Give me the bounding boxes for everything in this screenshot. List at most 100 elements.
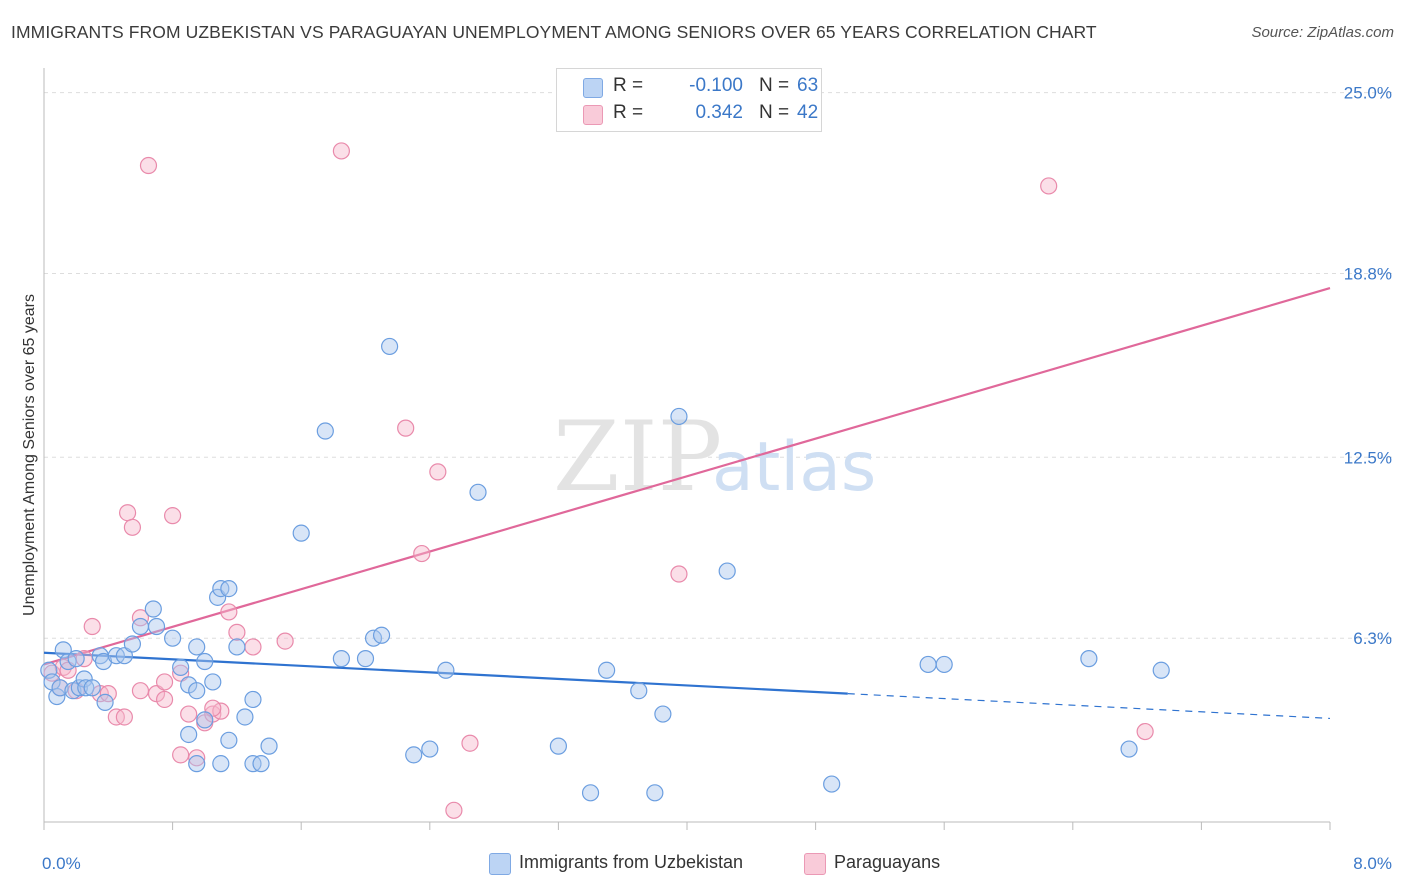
point-uzbekistan — [209, 588, 227, 606]
watermark-atlas: atlas — [712, 428, 876, 507]
gridlines — [44, 92, 1392, 639]
point-paraguayan — [204, 699, 222, 717]
point-paraguayan — [1040, 177, 1058, 195]
point-paraguayan — [131, 682, 150, 700]
point-paraguayan — [99, 685, 117, 703]
point-uzbekistan — [549, 737, 568, 755]
y-tick-label: 6.3% — [1353, 629, 1392, 648]
point-paraguayan — [413, 544, 431, 563]
point-uzbekistan — [147, 617, 166, 636]
point-paraguayan — [244, 638, 262, 656]
chart-title: IMMIGRANTS FROM UZBEKISTAN VS PARAGUAYAN… — [11, 22, 1097, 42]
point-uzbekistan — [48, 687, 66, 706]
trend-line-paraguayans — [43, 287, 1331, 666]
point-uzbekistan — [1120, 740, 1138, 758]
point-uzbekistan — [630, 682, 648, 700]
legend-r-label: R = — [613, 102, 644, 123]
point-uzbekistan — [332, 650, 350, 668]
point-uzbekistan — [919, 655, 937, 674]
point-uzbekistan — [77, 679, 95, 697]
point-paraguayan — [83, 617, 101, 636]
watermark: ZIP atlas — [553, 401, 876, 513]
point-paraguayan — [332, 142, 350, 160]
point-uzbekistan — [421, 740, 439, 758]
point-uzbekistan — [654, 705, 672, 723]
point-uzbekistan — [131, 617, 150, 636]
point-paraguayan — [180, 705, 198, 723]
point-uzbekistan — [236, 708, 254, 726]
source-label: Source: ZipAtlas.com — [1251, 24, 1394, 41]
legend-n-label: N = — [759, 75, 790, 96]
point-uzbekistan — [164, 629, 182, 647]
point-paraguayan — [1136, 722, 1154, 741]
point-uzbekistan — [260, 737, 278, 755]
point-uzbekistan — [228, 638, 246, 656]
point-paraguayan — [131, 609, 150, 627]
point-paraguayan — [220, 603, 238, 621]
point-uzbekistan — [196, 711, 214, 729]
data-points — [40, 86, 1170, 819]
point-uzbekistan — [1080, 650, 1098, 668]
point-paraguayan — [115, 708, 133, 726]
point-uzbekistan — [356, 650, 375, 668]
legend-n-value: 63 — [797, 75, 819, 96]
point-uzbekistan — [469, 483, 487, 501]
point-uzbekistan — [252, 755, 270, 773]
point-uzbekistan — [718, 562, 736, 580]
point-uzbekistan — [405, 746, 423, 764]
point-uzbekistan — [598, 661, 616, 679]
legend-r-label: R = — [613, 75, 644, 96]
legend-swatch-pink — [583, 105, 603, 125]
x-tick-label: 8.0% — [1353, 854, 1392, 873]
point-uzbekistan — [220, 579, 238, 598]
tick-labels: 6.3% 12.5% 18.8% 25.0% 0.0% 8.0% — [42, 84, 1392, 873]
point-paraguayan — [461, 734, 479, 752]
point-uzbekistan — [188, 682, 206, 700]
point-paraguayan — [172, 746, 190, 764]
point-uzbekistan — [70, 679, 88, 697]
point-paraguayan — [139, 156, 158, 175]
point-uzbekistan — [123, 635, 142, 653]
point-paraguayan — [155, 690, 174, 709]
point-uzbekistan — [172, 658, 190, 676]
point-paraguayan — [172, 664, 190, 682]
point-uzbekistan — [180, 725, 198, 744]
point-paraguayan — [155, 673, 174, 691]
y-tick-label: 25.0% — [1344, 84, 1392, 103]
legend-r-value: 0.342 — [695, 102, 743, 123]
point-uzbekistan — [244, 690, 262, 709]
bottom-legend-label: Immigrants from Uzbekistan — [519, 852, 744, 872]
point-paraguayan — [228, 623, 246, 641]
point-paraguayan — [276, 632, 294, 650]
point-uzbekistan — [646, 784, 664, 802]
x-tick-label: 0.0% — [42, 854, 81, 873]
point-paraguayan — [397, 419, 415, 437]
y-tick-label: 12.5% — [1344, 448, 1392, 467]
legend-r-value: -0.100 — [689, 75, 743, 96]
point-uzbekistan — [437, 661, 455, 679]
correlation-legend: R = -0.100 N = 63 R = 0.342 N = 42 — [556, 68, 822, 132]
bottom-legend-swatch-blue — [489, 853, 511, 875]
point-uzbekistan — [220, 731, 238, 749]
point-uzbekistan — [316, 422, 334, 440]
y-tick-label: 18.8% — [1344, 264, 1392, 283]
point-paraguayan — [164, 507, 182, 525]
axes — [43, 68, 1331, 830]
point-uzbekistan — [381, 337, 399, 356]
legend-n-label: N = — [759, 102, 790, 123]
point-paraguayan — [429, 463, 447, 481]
point-uzbekistan — [83, 679, 101, 697]
point-uzbekistan — [212, 755, 230, 773]
watermark-zip: ZIP — [553, 401, 722, 513]
trend-line-uzbekistan-extension — [847, 693, 1331, 720]
legend-n-value: 42 — [797, 102, 819, 123]
legend-swatch-blue — [583, 78, 603, 98]
point-uzbekistan — [372, 626, 391, 644]
bottom-legend-swatch-pink — [804, 853, 826, 875]
point-uzbekistan — [581, 784, 600, 802]
point-uzbekistan — [188, 755, 206, 773]
point-paraguayan — [118, 504, 137, 522]
point-uzbekistan — [51, 679, 69, 697]
point-uzbekistan — [204, 673, 222, 691]
